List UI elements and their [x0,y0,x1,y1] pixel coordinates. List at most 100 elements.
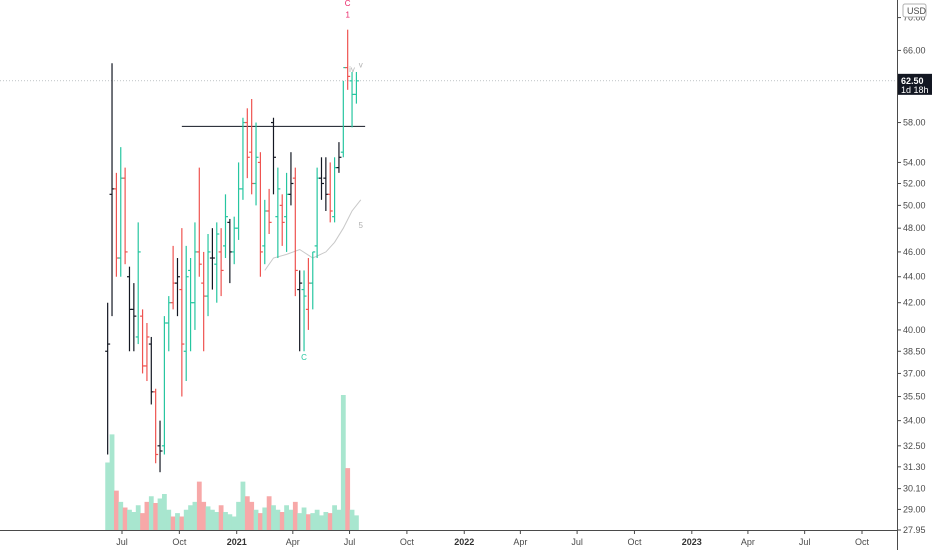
volume-bar [113,490,119,530]
volume-bar [148,496,154,530]
ohlc-bar[interactable] [209,228,215,290]
wave-label: v [359,61,363,70]
price-tick-label: 31.30 [903,462,926,472]
ohlc-bar[interactable] [118,147,124,277]
ohlc-bar[interactable] [318,157,324,200]
ohlc-bar[interactable] [153,388,159,464]
price-tick-label: 50.00 [903,200,926,210]
ohlc-bar[interactable] [196,167,202,277]
volume-bar [109,434,115,530]
ohlc-bar[interactable] [126,266,132,352]
volume-bar [266,496,272,530]
ohlc-bar[interactable] [305,258,311,330]
price-tick-label: 48.00 [903,223,926,233]
ohlc-bar[interactable] [336,142,342,173]
currency-box[interactable] [902,3,927,18]
ohlc-bar[interactable] [231,216,237,265]
ohlc-bar[interactable] [297,270,303,352]
volume-bar [279,512,285,530]
ohlc-bar[interactable] [222,194,228,259]
ohlc-bar[interactable] [314,167,320,259]
ohlc-bar[interactable] [236,162,242,240]
ohlc-bar[interactable] [310,251,316,310]
ohlc-bar[interactable] [292,167,298,297]
price-badge-countdown: 1d 18h [901,85,929,95]
ohlc-bar[interactable] [201,251,207,352]
ohlc-bar[interactable] [144,322,150,382]
volume-bar [161,494,167,530]
ohlc-bar[interactable] [131,283,137,352]
price-tick-label: 58.00 [903,118,926,128]
ohlc-bar[interactable] [161,316,167,455]
time-tick-label: 2023 [682,537,702,547]
volume-bar [192,501,198,530]
ohlc-bar[interactable] [157,420,163,473]
ohlc-bar[interactable] [183,245,189,382]
volume-bar [135,505,141,530]
ohlc-bar[interactable] [332,157,338,223]
ohlc-bar[interactable] [148,336,154,405]
volume-bar [183,509,189,530]
ohlc-bar[interactable] [301,270,307,352]
ohlc-bar[interactable] [257,152,263,277]
ohlc-bar[interactable] [227,218,233,284]
price-tick-label: 27.95 [903,525,926,535]
ohlc-bar[interactable] [349,71,355,128]
volume-bar [144,501,150,530]
ohlc-bar[interactable] [113,172,119,277]
ohlc-bar[interactable] [253,122,259,206]
ohlc-bar[interactable] [266,188,272,235]
ohlc-bar[interactable] [284,172,290,252]
ohlc-bar[interactable] [262,199,268,265]
volume-bar [297,513,303,530]
price-tick-label: 54.00 [903,157,926,167]
ohlc-bar[interactable] [109,63,115,317]
ohlc-bar[interactable] [353,71,359,104]
volume-bar [122,507,128,530]
ohlc-bar[interactable] [179,228,185,397]
price-tick-label: 66.00 [903,45,926,55]
ohlc-bar[interactable] [244,108,250,179]
ohlc-bar[interactable] [327,162,333,223]
ohlc-bar[interactable] [170,245,176,310]
ohlc-bar[interactable] [192,222,198,330]
ohlc-bar[interactable] [275,167,281,259]
volume-bar [345,468,351,530]
time-tick-label: 2022 [454,537,474,547]
ohlc-bar[interactable] [140,309,146,374]
ohlc-bar[interactable] [323,157,329,211]
ohlc-bar[interactable] [214,222,220,303]
ohlc-bar[interactable] [205,234,211,317]
ohlc-bar[interactable] [218,228,224,297]
volume-bar [105,462,111,530]
ohlc-bar[interactable] [122,167,128,265]
ohlc-bar[interactable] [345,29,351,90]
currency-label: USD [907,6,927,16]
volume-bar [218,505,224,530]
volume-bar [327,513,333,530]
price-badge-bg [898,73,932,95]
ohlc-bar[interactable] [174,258,180,317]
price-tick-label: 40.00 [903,325,926,335]
ohlc-bar[interactable] [288,152,294,206]
ohlc-bar[interactable] [270,117,276,195]
price-axis: 27.95 29.00 30.10 31.30 32.50 34.00 35.50 37.00… [897,13,926,535]
volume-bar [292,501,298,530]
volume-bar [240,481,246,530]
volume-bar [306,514,311,530]
price-tick-label: 42.00 [903,298,926,308]
ohlc-bar[interactable] [105,302,111,455]
ohlc-bar[interactable] [279,194,285,246]
volume-bar [231,516,237,530]
ohlc-bar[interactable] [135,222,141,345]
volume-bar [131,512,137,530]
ohlc-bar[interactable] [188,258,194,352]
ohlc-bar[interactable] [166,296,172,352]
price-tick-label: 29.00 [903,504,926,514]
volume-bar [175,513,180,530]
ohlc-bar[interactable] [249,98,255,195]
ohlc-bar[interactable] [240,117,246,200]
wave-label: C [301,353,307,362]
